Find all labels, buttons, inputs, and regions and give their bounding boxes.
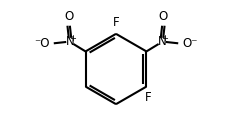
Text: O⁻: O⁻ bbox=[182, 37, 197, 50]
Text: ⁻O: ⁻O bbox=[34, 37, 49, 50]
Text: N: N bbox=[65, 35, 74, 48]
Text: F: F bbox=[112, 16, 119, 29]
Text: N: N bbox=[157, 35, 166, 48]
Text: F: F bbox=[145, 91, 151, 104]
Text: +: + bbox=[161, 34, 168, 43]
Text: O: O bbox=[158, 10, 167, 23]
Text: +: + bbox=[69, 34, 76, 43]
Text: O: O bbox=[64, 10, 73, 23]
